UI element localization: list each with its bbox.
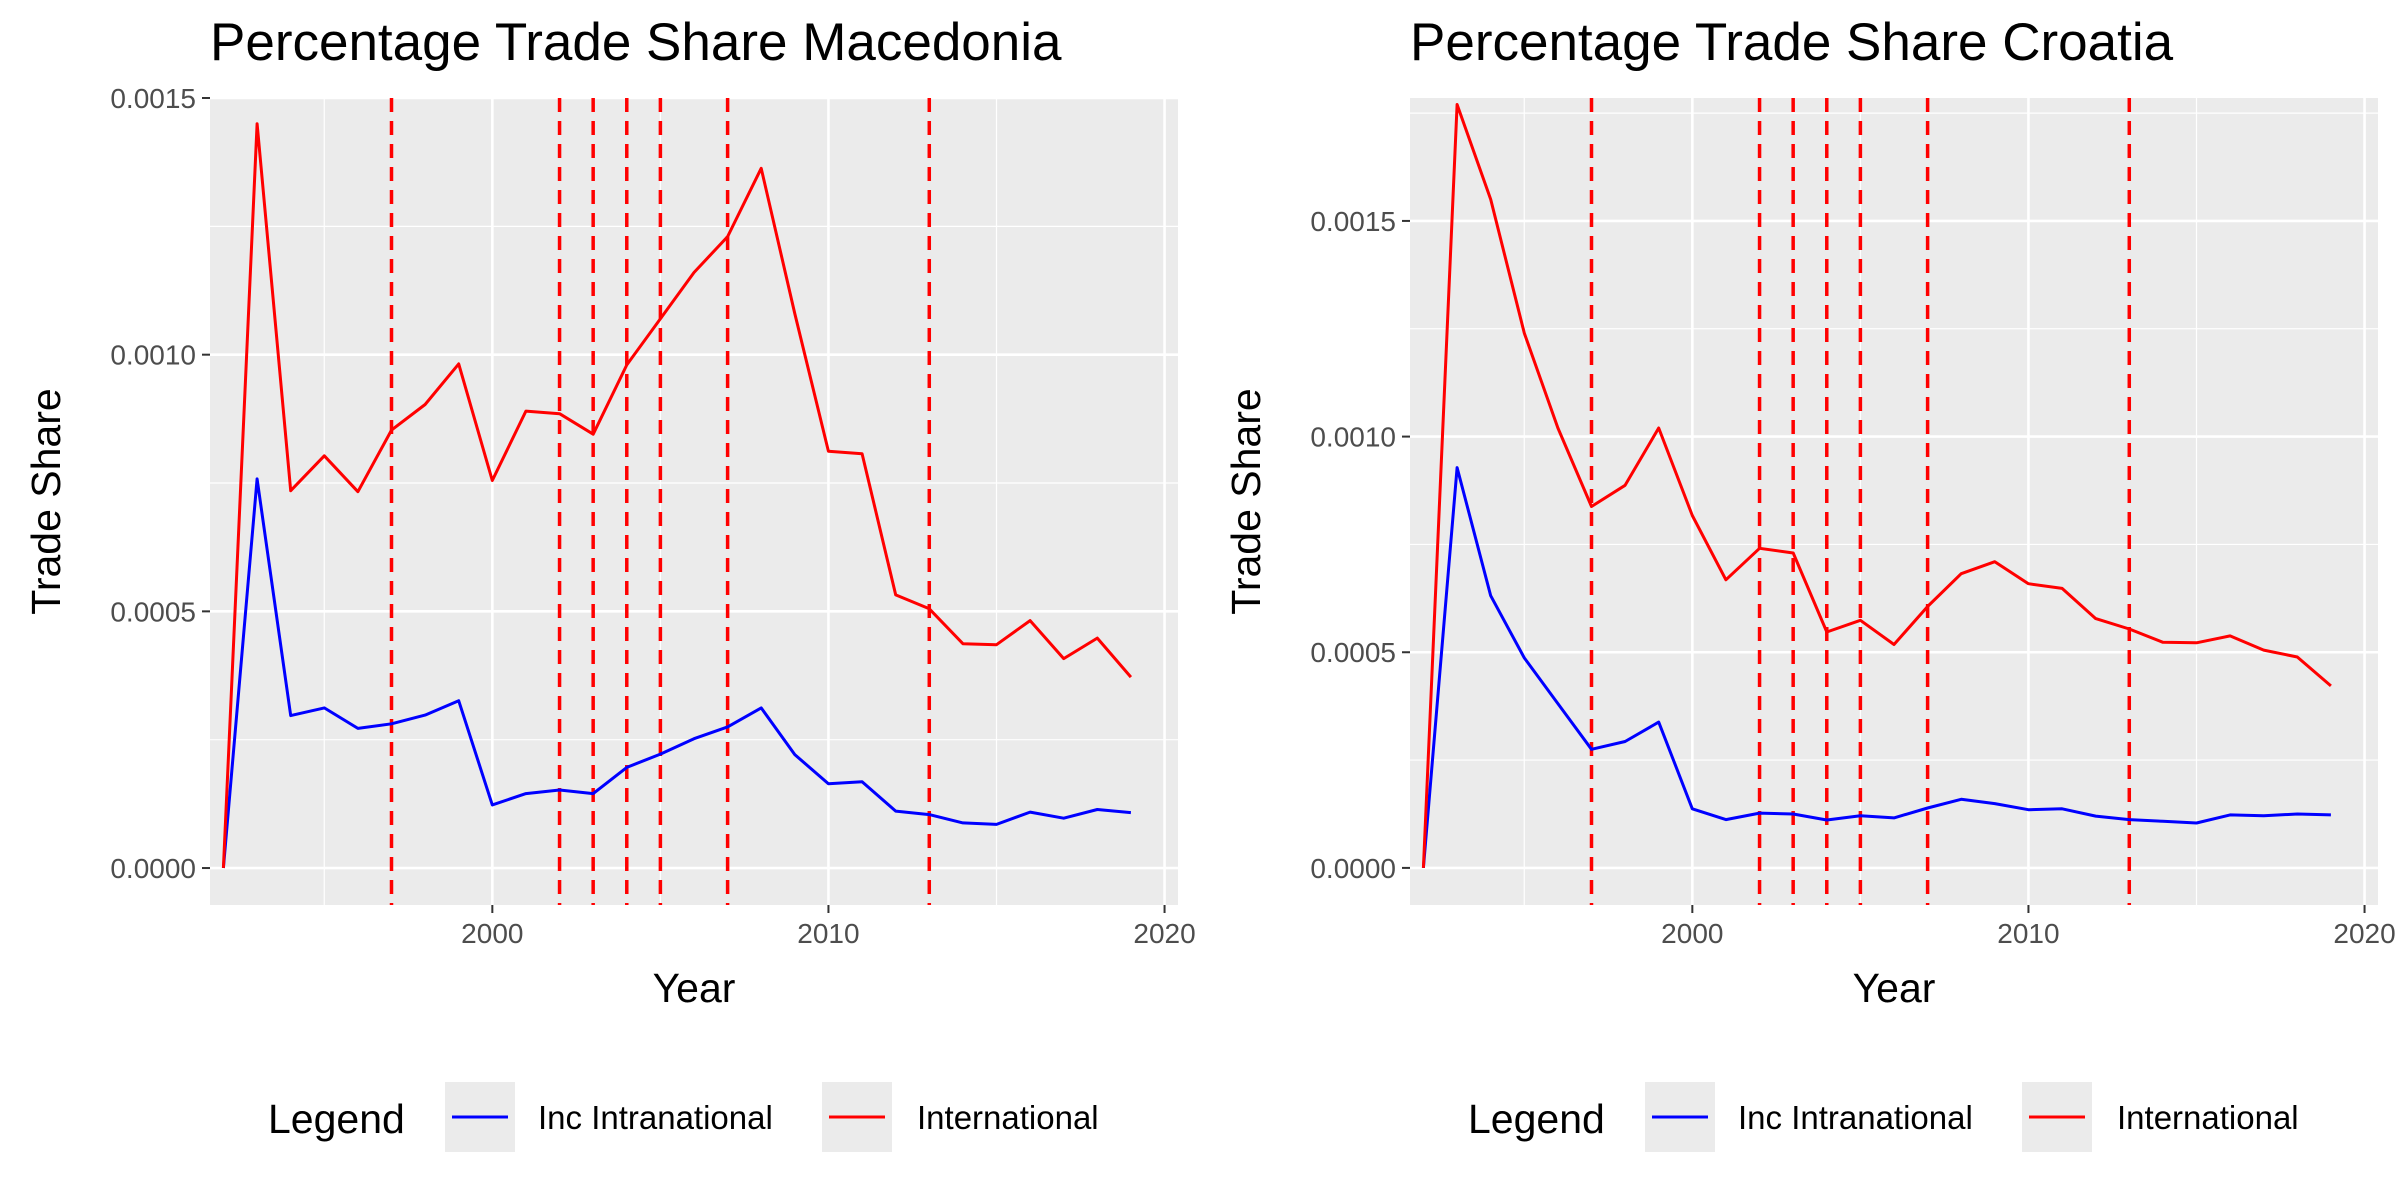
chart-panel-1: 2000 2010 2020 0.0000 0.0005 0.0010 0.0015 Perc… [23,13,1196,1152]
legend-label: Inc Intranational [538,1099,773,1136]
x-tick-label: 2020 [1133,918,1195,949]
series-line-international [221,122,1133,869]
x-tick-label: 2020 [2333,918,2395,949]
chart-title: Percentage Trade Share Macedonia [210,13,1062,72]
x-tick-label: 2010 [797,918,859,949]
x-axis-title: Year [1853,965,1936,1011]
x-axis-title: Year [653,965,736,1011]
legend: Legend Inc Intranational International [1468,1082,2299,1152]
legend-label: Inc Intranational [1738,1099,1973,1136]
y-tick-label: 0.0015 [1310,206,1396,237]
y-tick-label: 0.0005 [110,596,196,627]
series-line-inc-intranational [221,477,1132,869]
y-tick-label: 0.0000 [1310,853,1396,884]
series-line-inc-intranational [1421,466,2331,869]
plot-background [1410,98,2378,905]
y-tick-label: 0.0010 [110,340,196,371]
y-tick-label: 0.0005 [1310,637,1396,668]
y-tick-label: 0.0010 [1310,422,1396,453]
y-tick-label: 0.0015 [110,83,196,114]
x-tick-label: 2000 [1661,918,1723,949]
plot-background [210,98,1178,905]
y-axis-title: Trade Share [1223,388,1269,614]
y-tick-label: 0.0000 [110,853,196,884]
chart-title: Percentage Trade Share Croatia [1410,13,2174,72]
chart-panel-2: 2000 2010 2020 0.0000 0.0005 0.0010 0.0015 Perc… [1223,13,2396,1152]
legend-label: International [2117,1099,2299,1136]
legend: Legend Inc Intranational International [268,1082,1099,1152]
legend-label: International [917,1099,1099,1136]
series-line-international [1421,103,2332,868]
x-tick-label: 2000 [461,918,523,949]
legend-title: Legend [268,1096,405,1142]
legend-title: Legend [1468,1096,1605,1142]
y-axis-title: Trade Share [23,388,69,614]
x-tick-label: 2010 [1997,918,2059,949]
